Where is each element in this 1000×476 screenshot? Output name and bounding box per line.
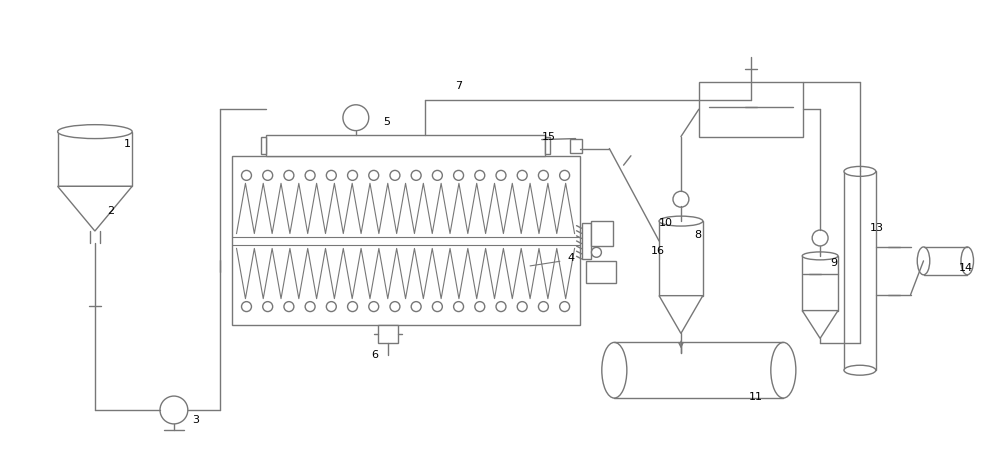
Polygon shape bbox=[659, 296, 703, 334]
Polygon shape bbox=[802, 256, 838, 310]
Circle shape bbox=[517, 170, 527, 180]
Polygon shape bbox=[659, 221, 703, 296]
Text: 3: 3 bbox=[192, 415, 199, 425]
Text: 8: 8 bbox=[694, 230, 701, 240]
Circle shape bbox=[673, 191, 689, 207]
Circle shape bbox=[369, 302, 379, 312]
Bar bbox=[844, 171, 876, 370]
Polygon shape bbox=[58, 132, 132, 186]
Circle shape bbox=[496, 170, 506, 180]
Text: 10: 10 bbox=[659, 218, 673, 228]
Text: 13: 13 bbox=[870, 223, 884, 233]
Circle shape bbox=[348, 302, 358, 312]
Text: 6: 6 bbox=[371, 350, 378, 360]
Circle shape bbox=[348, 170, 358, 180]
Bar bbox=[266, 135, 545, 157]
Ellipse shape bbox=[917, 247, 930, 275]
Text: 5: 5 bbox=[383, 117, 390, 127]
Bar bbox=[570, 139, 582, 152]
Text: 16: 16 bbox=[651, 246, 665, 256]
Ellipse shape bbox=[844, 167, 876, 177]
Bar bbox=[232, 157, 580, 326]
Polygon shape bbox=[802, 310, 838, 338]
Circle shape bbox=[538, 302, 548, 312]
Circle shape bbox=[263, 302, 273, 312]
Ellipse shape bbox=[844, 365, 876, 375]
Text: 2: 2 bbox=[107, 206, 114, 216]
Circle shape bbox=[284, 302, 294, 312]
Circle shape bbox=[411, 170, 421, 180]
Circle shape bbox=[411, 302, 421, 312]
Text: 9: 9 bbox=[830, 258, 837, 268]
Circle shape bbox=[242, 302, 251, 312]
Circle shape bbox=[496, 302, 506, 312]
Bar bbox=[261, 137, 266, 155]
Circle shape bbox=[390, 302, 400, 312]
Circle shape bbox=[160, 396, 188, 424]
Circle shape bbox=[475, 170, 485, 180]
Text: 4: 4 bbox=[568, 253, 575, 263]
Circle shape bbox=[560, 302, 570, 312]
Ellipse shape bbox=[802, 252, 838, 260]
Ellipse shape bbox=[659, 216, 703, 226]
Circle shape bbox=[517, 302, 527, 312]
Bar bbox=[378, 326, 398, 343]
Text: 7: 7 bbox=[455, 81, 462, 91]
Circle shape bbox=[343, 105, 369, 130]
Circle shape bbox=[475, 302, 485, 312]
Polygon shape bbox=[58, 186, 132, 231]
Bar bbox=[582, 223, 591, 259]
Circle shape bbox=[560, 170, 570, 180]
Bar bbox=[545, 137, 550, 155]
Circle shape bbox=[242, 170, 251, 180]
Text: 14: 14 bbox=[959, 263, 973, 273]
Circle shape bbox=[305, 302, 315, 312]
Circle shape bbox=[538, 170, 548, 180]
Text: 11: 11 bbox=[749, 392, 763, 402]
Circle shape bbox=[263, 170, 273, 180]
Circle shape bbox=[369, 170, 379, 180]
Bar bbox=[591, 220, 613, 247]
Circle shape bbox=[432, 302, 442, 312]
Circle shape bbox=[326, 170, 336, 180]
Bar bbox=[699, 82, 803, 137]
Text: 1: 1 bbox=[124, 139, 131, 149]
Ellipse shape bbox=[58, 125, 132, 139]
Circle shape bbox=[454, 302, 464, 312]
Circle shape bbox=[326, 302, 336, 312]
Circle shape bbox=[305, 170, 315, 180]
Ellipse shape bbox=[602, 342, 627, 398]
Circle shape bbox=[591, 248, 601, 258]
Ellipse shape bbox=[961, 247, 974, 275]
Bar bbox=[586, 261, 616, 283]
Ellipse shape bbox=[771, 342, 796, 398]
Circle shape bbox=[454, 170, 464, 180]
Circle shape bbox=[390, 170, 400, 180]
Circle shape bbox=[284, 170, 294, 180]
Circle shape bbox=[432, 170, 442, 180]
Circle shape bbox=[812, 230, 828, 246]
Text: 15: 15 bbox=[542, 131, 556, 141]
